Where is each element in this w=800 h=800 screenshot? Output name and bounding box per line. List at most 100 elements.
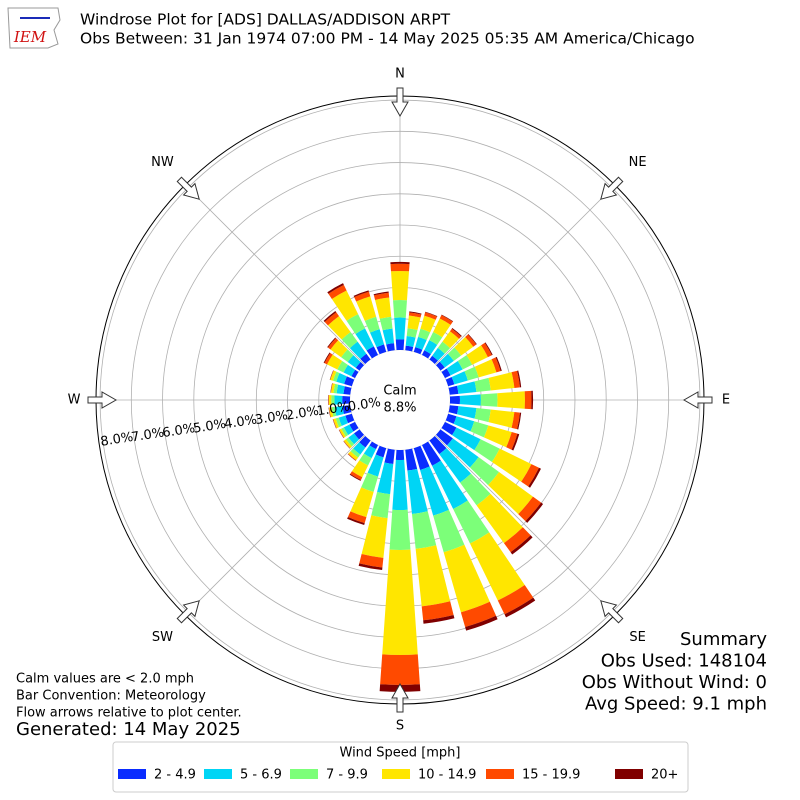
bar-segment [364, 316, 380, 333]
bar-segment [420, 466, 449, 516]
bar-segment [339, 428, 346, 438]
bar-segment [375, 445, 387, 458]
bar-segment [341, 427, 349, 437]
bar-segment [413, 445, 430, 470]
note: Flow arrows relative to plot center. [16, 706, 242, 721]
bar-segment [503, 527, 531, 553]
polar-plot: Calm 8.8%0.0%1.0%2.0%3.0%4.0%5.0%6.0%7.0%… [68, 67, 731, 734]
bar-segment [377, 462, 394, 495]
bar-segment [483, 425, 512, 448]
bar-segment [328, 407, 331, 418]
bar-segment [375, 297, 392, 319]
bar-segment [481, 342, 492, 358]
bar-segment [323, 311, 337, 323]
bar-segment [393, 300, 407, 318]
bar-segment [465, 615, 498, 631]
bar-segment [346, 314, 366, 334]
bar-segment [382, 328, 395, 345]
bar-segment [349, 421, 359, 432]
bar-segment [470, 421, 489, 438]
bar-segment [330, 370, 334, 381]
bar-segment [343, 386, 352, 395]
grid-spoke [435, 435, 616, 616]
bar-segment [327, 337, 336, 348]
bar-segment [336, 373, 347, 384]
legend-label: 2 - 4.9 [154, 768, 196, 783]
bar-segment [347, 453, 356, 461]
bar-segment [439, 353, 454, 368]
bar-segment [432, 347, 445, 361]
bar-segment [353, 442, 366, 455]
bar-segment [333, 418, 339, 429]
bar-segment [491, 448, 532, 482]
bar-segment [480, 393, 498, 407]
bar-segment [343, 440, 351, 449]
bar-segment [451, 371, 468, 385]
y-tick-label: 3.0% [254, 408, 289, 428]
bar-segment [442, 331, 460, 349]
bar-segment [334, 395, 343, 405]
bar-segment [331, 290, 359, 321]
bar-segment [376, 344, 387, 355]
bar-segment [367, 454, 384, 477]
calm-label: Calm [383, 384, 416, 399]
grid-spoke [184, 435, 365, 616]
bar-segment [446, 438, 479, 468]
bar-segment [528, 467, 541, 488]
bar-segment [423, 614, 455, 624]
bar-segment [333, 383, 339, 394]
compass-label: S [396, 719, 404, 734]
bar-segment [441, 368, 451, 379]
bar-segment [359, 453, 372, 466]
bar-segment [361, 472, 379, 492]
bar-segment [343, 440, 350, 449]
bar-segment [469, 532, 525, 601]
bar-segment [331, 383, 336, 394]
bar-segment [457, 406, 477, 419]
bar-segment [345, 413, 355, 424]
bar-segment [343, 424, 354, 435]
summary-line: Avg Speed: 9.1 mph [585, 694, 767, 715]
bar-segment [421, 441, 441, 466]
bar-segment [407, 315, 421, 330]
bar-segment [327, 338, 339, 350]
bar-segment [366, 346, 379, 359]
bar-segment [338, 415, 349, 426]
bar-segment [429, 355, 438, 365]
bar-segment [441, 421, 457, 436]
bar-segment [342, 405, 352, 414]
bar-segment [395, 339, 405, 351]
bar-segment [356, 296, 377, 321]
legend-swatch [486, 769, 514, 779]
flow-arrow [87, 391, 118, 409]
bar-segment [421, 350, 431, 359]
bar-segment [345, 437, 355, 447]
chart-subtitle: Obs Between: 31 Jan 1974 07:00 PM - 14 M… [80, 30, 695, 48]
bar-segment [437, 341, 451, 354]
bar-segment [435, 361, 445, 371]
bar-segment [347, 355, 361, 368]
bar-segment [432, 460, 468, 509]
bar-segment [371, 491, 391, 519]
notes: Calm values are < 2.0 mph Bar Convention:… [16, 672, 242, 741]
bar-segment [465, 334, 477, 347]
bar-segment [347, 511, 367, 524]
bar-segment [454, 337, 474, 356]
bar-segment [409, 311, 422, 315]
bar-segment [380, 654, 420, 685]
bar-segment [338, 429, 344, 439]
bar-segment [474, 408, 491, 423]
bar-segment [337, 361, 348, 373]
bar-segment [323, 352, 331, 364]
bar-segment [359, 554, 384, 568]
bar-segment [335, 417, 342, 428]
summary-line: Obs Without Wind: 0 [582, 672, 767, 693]
bar-segment [339, 429, 345, 438]
bar-segment [347, 453, 357, 461]
flow-arrow [176, 176, 200, 200]
bar-segment [446, 361, 463, 376]
bar-segment [327, 283, 344, 294]
